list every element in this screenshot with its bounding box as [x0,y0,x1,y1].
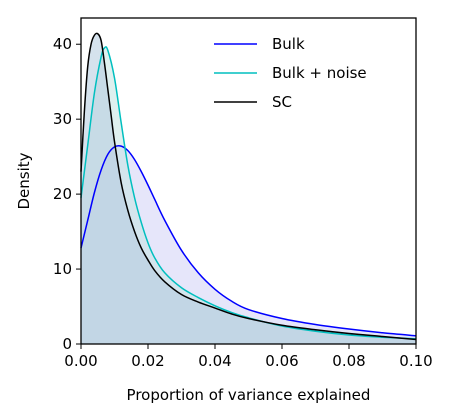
y-axis-ticks: 0 10 20 30 40 [53,35,81,353]
x-tick-label: 0.10 [399,352,432,370]
y-tick-label: 0 [62,335,72,353]
y-tick-label: 20 [53,185,72,203]
x-tick-label: 0.00 [64,352,97,370]
x-axis-ticks: 0.00 0.02 0.04 0.06 0.08 0.10 [64,344,432,370]
y-axis-label: Density [15,152,33,209]
x-tick-label: 0.06 [265,352,298,370]
y-tick-label: 10 [53,260,72,278]
legend-label-sc: SC [272,93,292,111]
y-tick-label: 40 [53,35,72,53]
x-tick-label: 0.04 [198,352,231,370]
x-tick-label: 0.08 [332,352,365,370]
x-axis-label: Proportion of variance explained [127,386,371,404]
legend-label-bulk: Bulk [272,35,305,53]
x-tick-label: 0.02 [131,352,164,370]
legend: Bulk Bulk + noise SC [214,35,367,111]
legend-label-bulk-noise: Bulk + noise [272,64,367,82]
y-tick-label: 30 [53,110,72,128]
